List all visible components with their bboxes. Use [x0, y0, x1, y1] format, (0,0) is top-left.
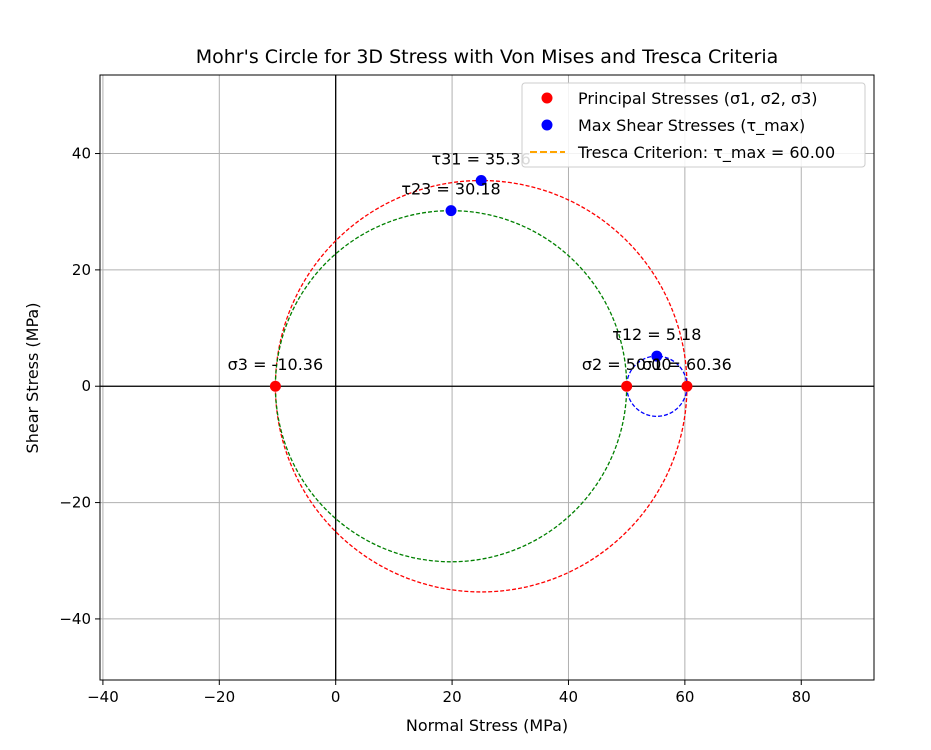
max-shear-label: τ23 = 30.18: [401, 180, 500, 199]
legend-label: Tresca Criterion: τ_max = 60.00: [577, 143, 835, 163]
legend-label: Principal Stresses (σ1, σ2, σ3): [578, 89, 818, 108]
x-tick-label: −20: [203, 688, 235, 706]
legend-marker: [541, 92, 553, 104]
y-tick-label: −20: [59, 494, 91, 512]
principal-stress-label: σ2 = 50.00: [582, 355, 672, 374]
data-points: [269, 175, 693, 392]
plot-frame: [99, 74, 875, 681]
legend-label: Max Shear Stresses (τ_max): [578, 116, 805, 136]
y-axis-label: Shear Stress (MPa): [23, 303, 42, 454]
principal-stress-label: σ1 = 60.36: [642, 355, 732, 374]
max-shear-point: [445, 205, 457, 217]
y-tick-label: 0: [81, 377, 91, 395]
max-shear-label: τ12 = 5.18: [612, 325, 701, 344]
y-tick-label: −40: [59, 610, 91, 628]
y-tick-label: 40: [72, 145, 91, 163]
principal-stress-label: σ3 = -10.36: [228, 355, 323, 374]
zero-axes: [100, 75, 874, 680]
legend-box: [521, 82, 866, 168]
principal-stress-point: [269, 380, 281, 392]
principal-stress-point: [621, 380, 633, 392]
x-tick-label: 60: [675, 688, 694, 706]
x-tick-label: −40: [87, 688, 119, 706]
x-tick-label: 40: [559, 688, 578, 706]
max-shear-point: [651, 350, 663, 362]
legend-marker: [541, 119, 553, 131]
legend: Principal Stresses (σ1, σ2, σ3) Max Shear…: [521, 82, 866, 168]
principal-stress-point: [681, 380, 693, 392]
x-tick-label: 0: [331, 688, 341, 706]
max-shear-label: τ31 = 35.36: [431, 150, 530, 169]
max-shear-point: [475, 175, 487, 187]
y-tick-label: 20: [72, 261, 91, 279]
chart-title: Mohr's Circle for 3D Stress with Von Mis…: [196, 46, 779, 68]
x-tick-label: 80: [792, 688, 811, 706]
axis-ticks: −40 −20 0 20 40 60 80 −40 −20 0 20 40: [59, 145, 810, 706]
x-tick-label: 20: [443, 688, 462, 706]
x-axis-label: Normal Stress (MPa): [406, 716, 568, 735]
